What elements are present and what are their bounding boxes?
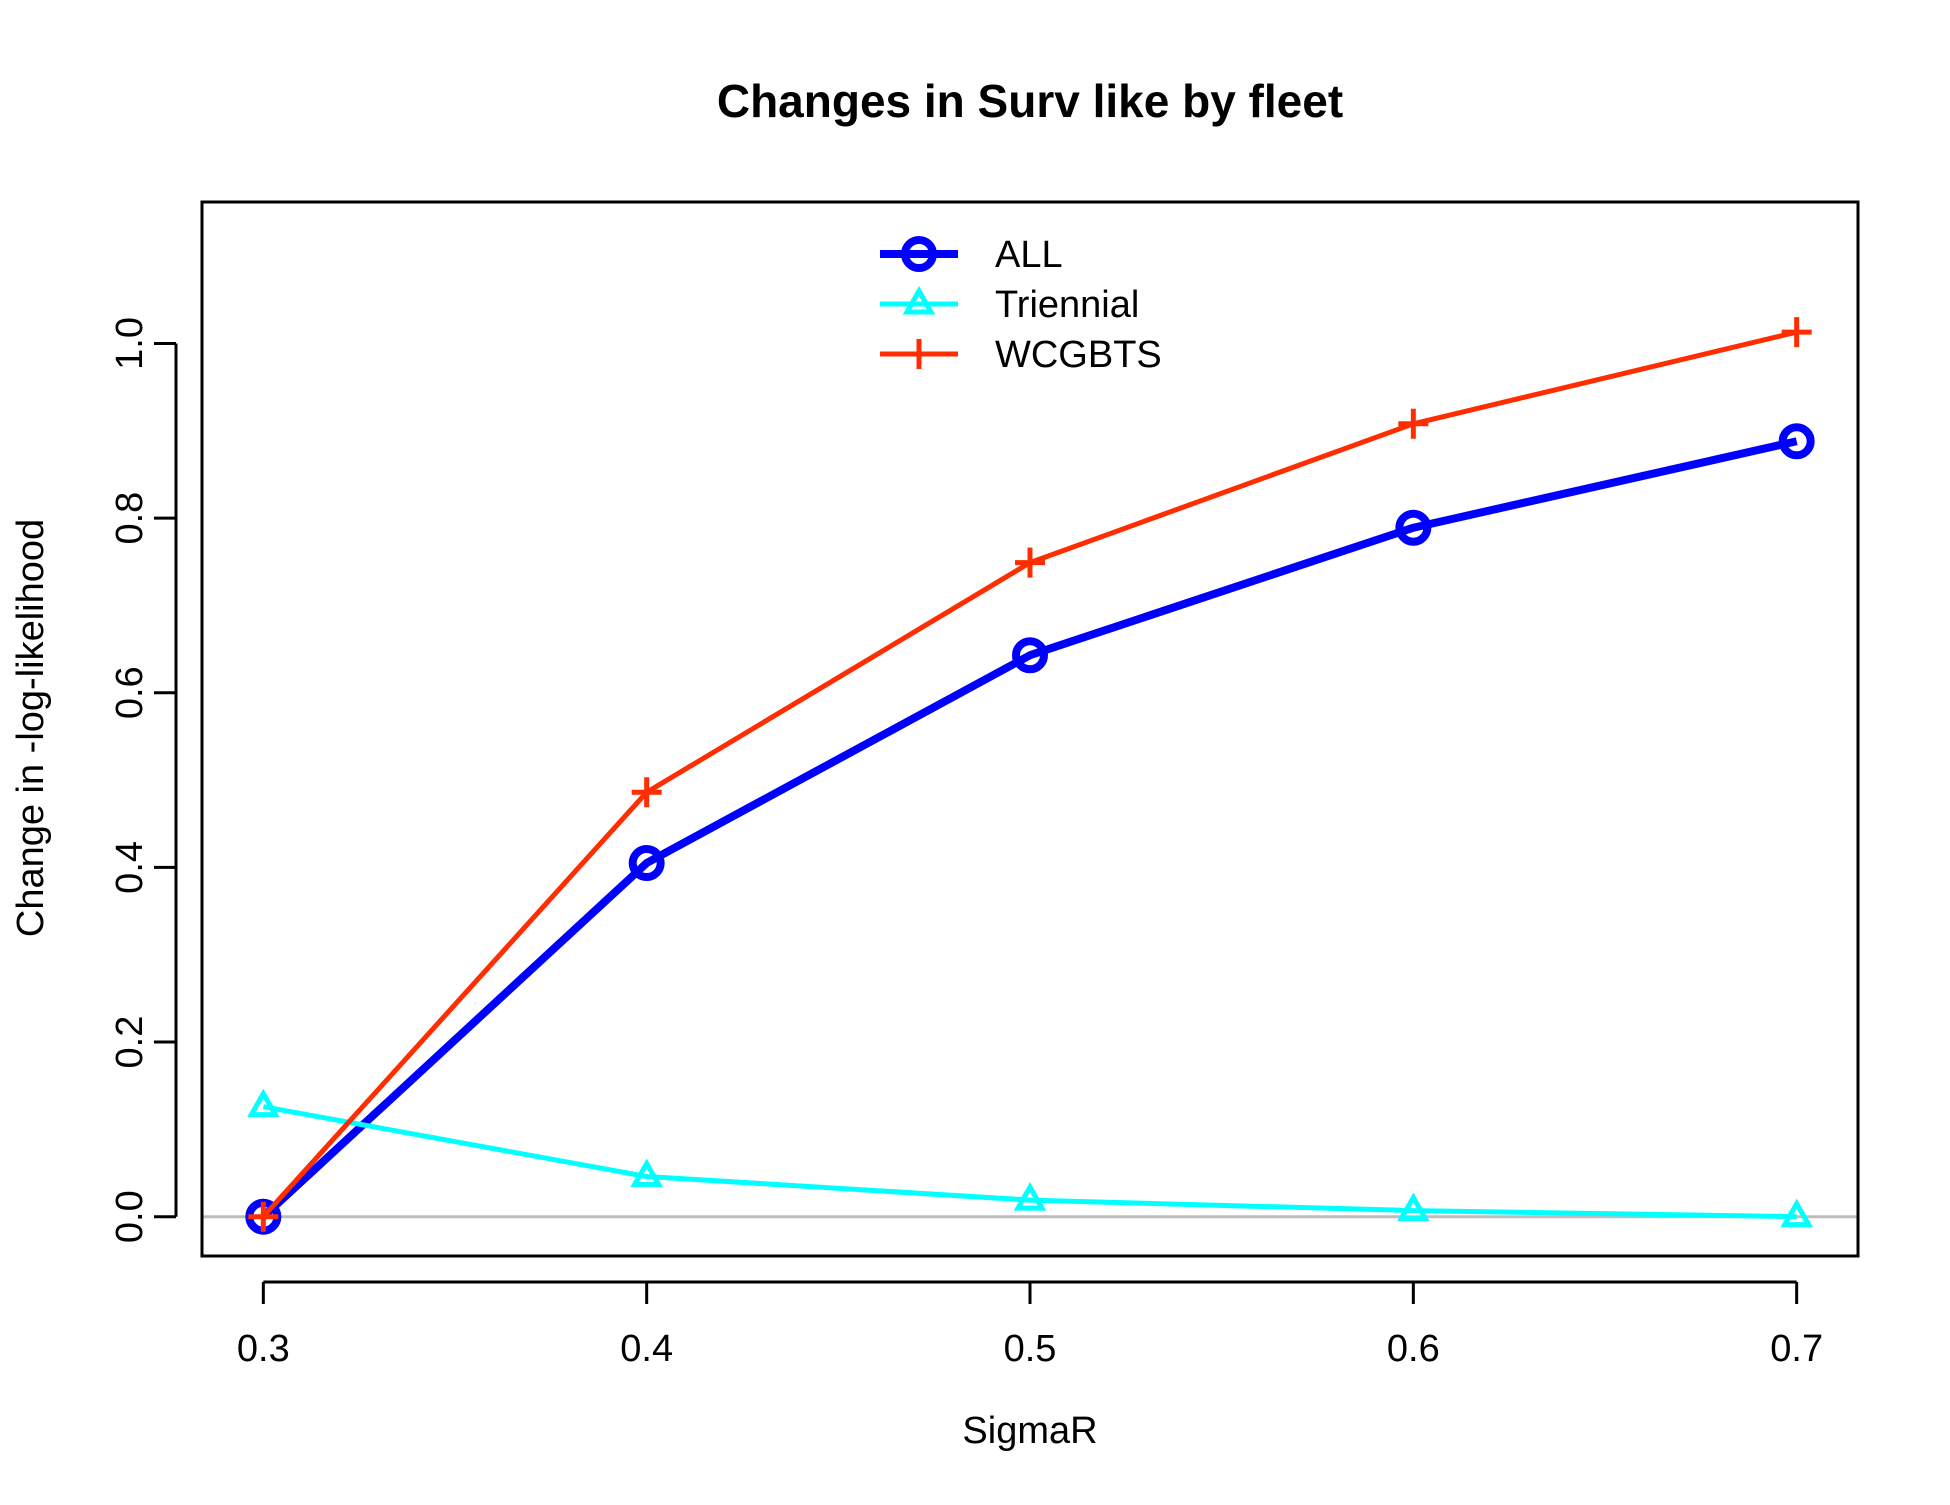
- series-layer: [245, 317, 1815, 1235]
- series-triennial: [247, 1088, 1813, 1228]
- data-point-wcgbts: [1015, 547, 1045, 578]
- legend-item: ALL: [880, 234, 1063, 276]
- x-tick-label: 0.6: [1387, 1328, 1440, 1370]
- legend-label: ALL: [995, 234, 1063, 276]
- data-point-triennial: [1013, 1182, 1047, 1211]
- y-tick-label: 0.0: [109, 1190, 151, 1243]
- data-point-triennial: [247, 1088, 280, 1118]
- legend-label: WCGBTS: [995, 334, 1162, 376]
- y-tick-label: 0.8: [109, 492, 151, 545]
- y-tick-label: 0.6: [109, 666, 151, 719]
- x-tick-label: 0.4: [620, 1328, 673, 1370]
- series-line-all: [260, 437, 1798, 1220]
- legend-item: Triennial: [880, 284, 1139, 326]
- x-axis-label: SigmaR: [962, 1410, 1097, 1452]
- data-point-wcgbts: [248, 1201, 279, 1232]
- data-point-all: [628, 845, 665, 882]
- legend-marker: [902, 285, 936, 315]
- axes-layer: 0.3 0.4 0.5 0.6 0.7 0.0 0.2 0.4 0.6 0.8 1.0: [109, 317, 1823, 1370]
- x-tick-label: 0.7: [1770, 1328, 1823, 1370]
- x-tick-label: 0.5: [1004, 1328, 1057, 1370]
- y-tick-label: 1.0: [109, 317, 151, 370]
- data-point-all: [1012, 637, 1048, 674]
- series-line-triennial: [262, 1104, 1797, 1220]
- data-point-all: [1778, 423, 1815, 460]
- x-tick-label: 0.3: [237, 1328, 290, 1370]
- data-point-triennial: [630, 1158, 663, 1188]
- y-axis-label: Change in -log-likelihood: [10, 519, 52, 937]
- legend: ALL Triennial WCGBTS: [880, 234, 1162, 376]
- legend-label: Triennial: [995, 284, 1139, 326]
- chart-title: Changes in Surv like by fleet: [717, 75, 1343, 127]
- data-point-wcgbts: [1781, 317, 1812, 348]
- series-wcgbts: [248, 317, 1812, 1232]
- data-point-wcgbts: [1398, 408, 1429, 439]
- y-tick-label: 0.2: [109, 1016, 151, 1069]
- data-point-all: [1395, 509, 1432, 546]
- data-point-triennial: [1397, 1192, 1430, 1222]
- data-point-wcgbts: [631, 777, 662, 808]
- legend-item: WCGBTS: [880, 334, 1162, 376]
- legend-marker: [904, 339, 934, 369]
- plot-frame: [200, 200, 1860, 1258]
- y-tick-label: 0.4: [109, 841, 151, 894]
- series-line-wcgbts: [261, 329, 1798, 1219]
- legend-marker: [901, 236, 937, 272]
- data-point-triennial: [1780, 1198, 1813, 1228]
